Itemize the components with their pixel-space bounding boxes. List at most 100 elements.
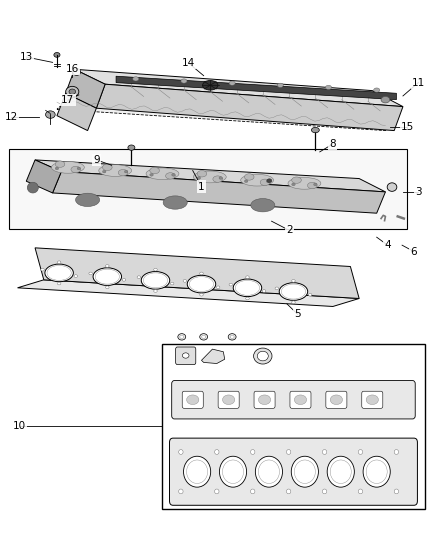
- Ellipse shape: [311, 127, 319, 133]
- Ellipse shape: [358, 450, 363, 454]
- FancyBboxPatch shape: [218, 391, 239, 408]
- Ellipse shape: [128, 145, 135, 150]
- Ellipse shape: [279, 282, 308, 301]
- Text: 2: 2: [286, 225, 293, 235]
- Ellipse shape: [41, 269, 44, 271]
- Ellipse shape: [187, 395, 199, 405]
- Ellipse shape: [154, 269, 157, 271]
- Ellipse shape: [394, 450, 399, 454]
- Ellipse shape: [184, 456, 211, 487]
- Ellipse shape: [229, 284, 233, 286]
- FancyBboxPatch shape: [176, 347, 196, 365]
- Ellipse shape: [244, 174, 254, 180]
- Ellipse shape: [363, 456, 390, 487]
- Ellipse shape: [374, 88, 380, 92]
- Ellipse shape: [330, 395, 343, 405]
- Polygon shape: [18, 280, 359, 306]
- Ellipse shape: [137, 276, 141, 278]
- Ellipse shape: [77, 167, 81, 169]
- Ellipse shape: [229, 81, 235, 85]
- Ellipse shape: [257, 351, 268, 361]
- Ellipse shape: [163, 196, 187, 209]
- Ellipse shape: [99, 165, 131, 176]
- Text: 15: 15: [401, 122, 414, 132]
- Ellipse shape: [244, 180, 248, 182]
- Ellipse shape: [172, 173, 175, 176]
- Ellipse shape: [251, 198, 275, 212]
- Ellipse shape: [267, 179, 272, 182]
- Ellipse shape: [27, 182, 39, 193]
- Polygon shape: [66, 69, 105, 108]
- Ellipse shape: [150, 173, 153, 176]
- Ellipse shape: [95, 269, 120, 284]
- Ellipse shape: [233, 279, 261, 296]
- Polygon shape: [96, 84, 403, 131]
- Ellipse shape: [294, 395, 307, 405]
- Ellipse shape: [150, 167, 159, 174]
- Bar: [162, 344, 425, 509]
- Ellipse shape: [255, 456, 283, 487]
- Polygon shape: [53, 172, 385, 213]
- Ellipse shape: [275, 287, 279, 290]
- Text: 17: 17: [61, 95, 74, 105]
- Ellipse shape: [307, 182, 317, 189]
- Ellipse shape: [200, 334, 208, 340]
- Text: 8: 8: [329, 139, 336, 149]
- Ellipse shape: [170, 282, 174, 285]
- Ellipse shape: [178, 334, 186, 340]
- FancyBboxPatch shape: [362, 391, 383, 408]
- Ellipse shape: [69, 89, 76, 94]
- Ellipse shape: [246, 297, 249, 300]
- Ellipse shape: [230, 335, 234, 338]
- Ellipse shape: [197, 171, 207, 177]
- Ellipse shape: [254, 348, 272, 364]
- Ellipse shape: [143, 273, 168, 288]
- FancyBboxPatch shape: [290, 391, 311, 408]
- Ellipse shape: [258, 460, 279, 483]
- Text: 3: 3: [415, 187, 422, 197]
- Ellipse shape: [394, 489, 399, 494]
- Ellipse shape: [45, 264, 74, 281]
- Ellipse shape: [57, 282, 61, 285]
- Ellipse shape: [93, 268, 122, 286]
- Ellipse shape: [327, 456, 354, 487]
- Ellipse shape: [118, 169, 128, 176]
- Text: 5: 5: [294, 310, 301, 319]
- Ellipse shape: [180, 335, 184, 338]
- Ellipse shape: [216, 286, 220, 289]
- Ellipse shape: [133, 77, 139, 81]
- Ellipse shape: [288, 177, 321, 189]
- Ellipse shape: [71, 166, 81, 173]
- Ellipse shape: [55, 167, 59, 169]
- Ellipse shape: [197, 177, 201, 179]
- Polygon shape: [26, 160, 61, 193]
- Ellipse shape: [219, 177, 223, 179]
- Ellipse shape: [366, 395, 378, 405]
- Ellipse shape: [286, 450, 291, 454]
- Ellipse shape: [251, 489, 255, 494]
- Ellipse shape: [76, 193, 100, 207]
- Ellipse shape: [124, 171, 128, 173]
- Ellipse shape: [179, 489, 183, 494]
- Ellipse shape: [358, 489, 363, 494]
- Ellipse shape: [292, 301, 295, 304]
- Ellipse shape: [228, 334, 236, 340]
- Ellipse shape: [141, 271, 170, 289]
- Ellipse shape: [366, 460, 387, 483]
- Ellipse shape: [74, 275, 78, 277]
- Text: 14: 14: [182, 58, 195, 68]
- Ellipse shape: [387, 183, 397, 191]
- Ellipse shape: [73, 68, 81, 75]
- Ellipse shape: [251, 450, 255, 454]
- FancyBboxPatch shape: [326, 391, 347, 408]
- Ellipse shape: [219, 456, 247, 487]
- Ellipse shape: [223, 460, 244, 483]
- Text: 16: 16: [66, 64, 79, 74]
- Polygon shape: [35, 160, 385, 192]
- Ellipse shape: [55, 161, 65, 167]
- Ellipse shape: [189, 277, 214, 292]
- Text: 11: 11: [412, 78, 425, 87]
- Ellipse shape: [308, 293, 312, 296]
- Ellipse shape: [223, 395, 235, 405]
- Polygon shape: [116, 76, 396, 100]
